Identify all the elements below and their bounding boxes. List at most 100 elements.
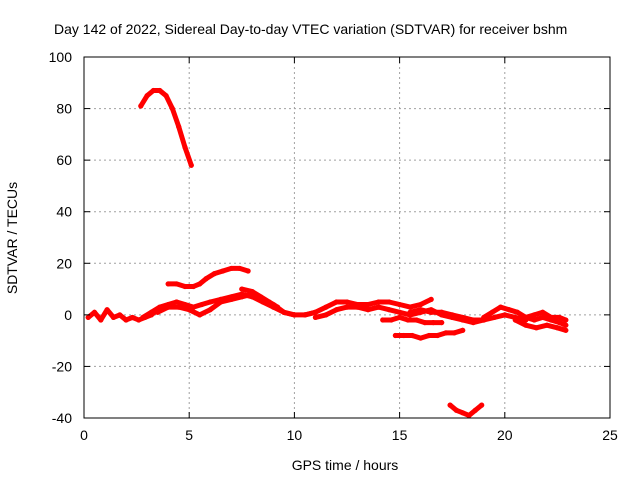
data-point (531, 317, 537, 323)
data-point (439, 319, 445, 326)
data-point (523, 322, 529, 328)
data-point (344, 304, 350, 310)
data-point (451, 330, 457, 336)
data-point (472, 407, 478, 413)
data-point (380, 317, 386, 323)
series-line-arc-high (138, 88, 194, 168)
data-point (228, 296, 234, 302)
data-point (365, 301, 371, 308)
data-point (136, 317, 142, 323)
data-point (489, 309, 495, 315)
data-point (397, 301, 403, 308)
grid (84, 57, 610, 418)
data-point (203, 276, 209, 282)
data-point (140, 314, 146, 321)
data-point (173, 299, 180, 305)
data-point (165, 281, 171, 287)
data-point (434, 332, 441, 339)
x-axis-label: GPS time / hours (292, 457, 399, 473)
x-tick-label: 5 (185, 427, 193, 443)
x-tick-label: 0 (80, 427, 88, 443)
data-point (407, 309, 413, 315)
data-point (418, 307, 424, 313)
data-point (150, 87, 157, 94)
data-point (443, 330, 449, 336)
data-point (426, 332, 432, 339)
data-point (506, 307, 512, 313)
data-point (413, 317, 420, 323)
data-point (110, 314, 117, 321)
data-point (148, 309, 154, 315)
data-point (563, 322, 569, 328)
data-point (466, 412, 472, 419)
data-point (491, 314, 497, 321)
y-tick-label: 60 (56, 152, 72, 168)
data-point (540, 309, 546, 315)
data-point (266, 299, 272, 305)
data-point (397, 309, 403, 315)
data-point (104, 307, 110, 313)
plot-frame (83, 56, 611, 419)
data-point (129, 314, 135, 321)
data-point (312, 309, 319, 315)
data-point (397, 314, 403, 321)
y-tick-label: 20 (56, 255, 72, 271)
data-point (365, 307, 371, 313)
data-point (173, 281, 180, 287)
data-point (470, 317, 476, 323)
data-point (497, 304, 504, 310)
data-point (375, 299, 382, 305)
data-point (556, 314, 563, 321)
data-point (218, 299, 224, 305)
x-tick-label: 20 (497, 427, 513, 443)
data-point (211, 271, 218, 277)
data-point (186, 307, 192, 313)
data-point (333, 299, 340, 305)
data-point (281, 309, 287, 315)
data-point (123, 317, 129, 323)
y-tick-label: 100 (49, 49, 73, 65)
data-point (258, 294, 264, 300)
data-point (409, 332, 415, 339)
x-tick-label: 10 (287, 427, 303, 443)
data-point (418, 335, 424, 341)
data-point (239, 286, 245, 292)
data-point (428, 296, 434, 302)
data-point (418, 301, 424, 308)
data-point (386, 307, 392, 313)
data-point (188, 162, 194, 168)
data-point (460, 314, 466, 321)
data-point (197, 281, 203, 287)
data-point (207, 307, 213, 313)
data-point (333, 307, 340, 313)
x-tick-label: 15 (392, 427, 408, 443)
data-point (428, 309, 434, 315)
y-tick-label: 0 (64, 307, 72, 323)
y-tick-label: -20 (52, 358, 72, 374)
data-point (460, 327, 466, 333)
data-point (460, 410, 466, 416)
data-point (401, 332, 407, 339)
data-point (481, 314, 487, 321)
data-point (563, 327, 569, 333)
data-point (388, 317, 394, 323)
data-point (514, 309, 521, 315)
data-point (354, 304, 361, 310)
data-point (375, 304, 382, 310)
data-point (138, 103, 144, 109)
data-point (155, 309, 161, 315)
data-point (176, 124, 182, 130)
data-point (237, 265, 243, 272)
data-point (117, 312, 123, 318)
data-point (98, 317, 104, 323)
data-point (449, 312, 455, 318)
data-point (207, 299, 213, 305)
data-point (502, 312, 508, 318)
data-point (85, 314, 91, 321)
data-point (479, 402, 485, 408)
data-point (392, 332, 398, 339)
data-point (386, 299, 392, 305)
data-point (291, 312, 297, 318)
data-point (274, 304, 281, 310)
